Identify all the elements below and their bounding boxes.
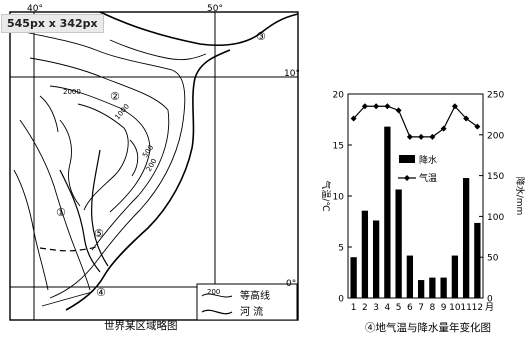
month-tick-label: 3 bbox=[373, 303, 379, 313]
temp-point bbox=[474, 123, 481, 130]
right-tick-label: 100 bbox=[487, 213, 504, 223]
coastline-east bbox=[65, 49, 231, 311]
lat-label-0: 0° bbox=[286, 279, 296, 289]
precip-bar bbox=[417, 280, 425, 298]
right-tick-label: 0 bbox=[487, 295, 493, 305]
contour-label-1000: 1000 bbox=[113, 102, 131, 121]
precip-bar bbox=[429, 277, 436, 298]
temp-point bbox=[361, 103, 368, 110]
contour-label-2000: 2000 bbox=[63, 88, 81, 96]
region-map: 40° 50° 10° 0° 2000 1000 500 200 ① ② ③ ④… bbox=[1, 4, 300, 332]
precip-bar bbox=[350, 257, 357, 298]
marker-3: ③ bbox=[256, 30, 266, 43]
month-tick-label: 7 bbox=[418, 303, 424, 313]
precip-bar bbox=[462, 178, 470, 298]
lon-label-50: 50° bbox=[207, 4, 223, 14]
temp-point bbox=[384, 103, 391, 110]
right-tick-label: 150 bbox=[487, 172, 504, 182]
river-shebelle bbox=[59, 169, 101, 273]
temp-polyline bbox=[353, 105, 478, 138]
map-legend-box bbox=[196, 283, 298, 321]
rivers bbox=[39, 149, 109, 273]
precip-bar bbox=[361, 210, 369, 298]
map-frame bbox=[9, 11, 299, 321]
precip-bar bbox=[372, 220, 380, 298]
legend-temp-marker bbox=[404, 175, 410, 181]
legend-contour-sample: 200 bbox=[207, 288, 220, 296]
precip-bars bbox=[350, 126, 481, 298]
legend-contour-label: 等高线 bbox=[240, 289, 270, 302]
x-unit-label: 月 bbox=[485, 302, 494, 313]
temp-point bbox=[373, 103, 380, 110]
precip-bar bbox=[395, 189, 402, 298]
climate-chart: 0 5 10 15 20 0 50 100 150 200 250 1 2 3 4 5 6 7 8 9 10 11 12 月气… bbox=[305, 0, 528, 340]
left-tick-label: 15 bbox=[333, 142, 344, 152]
marker-5: ⑤ bbox=[94, 227, 104, 240]
month-tick-label: 1 bbox=[351, 303, 357, 313]
month-tick-label: 6 bbox=[407, 303, 413, 313]
marker-1: ① bbox=[56, 206, 66, 219]
legend-contour-swatch bbox=[201, 293, 233, 298]
left-tick-label: 20 bbox=[333, 91, 345, 101]
legend-river-label: 河 流 bbox=[240, 305, 263, 318]
temp-point bbox=[418, 133, 425, 140]
left-tick-label: 5 bbox=[338, 244, 344, 254]
precip-bar bbox=[406, 255, 414, 298]
month-tick-label: 10 bbox=[449, 303, 461, 313]
region-map-svg: 40° 50° 10° 0° 2000 1000 500 200 ① ② ③ ④… bbox=[9, 4, 300, 321]
legend-river-swatch bbox=[201, 309, 233, 315]
precip-bar bbox=[440, 277, 447, 298]
contour-label-500: 500 bbox=[141, 144, 155, 160]
right-tick-label: 200 bbox=[487, 131, 504, 141]
temp-point bbox=[429, 133, 436, 140]
temp-line bbox=[350, 103, 481, 140]
chart-title: ④地气温与降水量年变化图 bbox=[365, 322, 491, 334]
plot-frame bbox=[347, 93, 484, 299]
month-tick-label: 11 bbox=[460, 303, 471, 313]
coastline-north bbox=[99, 11, 299, 47]
month-tick-label: 8 bbox=[430, 303, 436, 313]
month-tick-label: 9 bbox=[441, 303, 447, 313]
temp-point bbox=[440, 125, 447, 132]
y-left-title: 气温/℃ bbox=[320, 180, 332, 211]
precip-bar bbox=[451, 255, 459, 298]
marker-2: ② bbox=[110, 90, 120, 103]
lat-label-10: 10° bbox=[284, 69, 300, 79]
legend-precip-swatch bbox=[399, 155, 415, 163]
temp-point bbox=[406, 133, 413, 140]
river-juba bbox=[91, 149, 109, 267]
temp-point bbox=[463, 115, 470, 122]
marker-4: ④ bbox=[96, 286, 106, 299]
left-tick-label: 10 bbox=[333, 193, 345, 203]
map-title: 世界某区域略图 bbox=[104, 320, 178, 332]
chart-axes bbox=[347, 93, 484, 299]
precip-bar bbox=[384, 126, 391, 298]
lon-label-40: 40° bbox=[27, 4, 43, 14]
contour-lines bbox=[13, 29, 207, 299]
month-tick-label: 5 bbox=[396, 303, 402, 313]
y-right-title: 降水/mm bbox=[514, 177, 526, 216]
legend-precip-label: 降水 bbox=[419, 154, 437, 166]
month-tick-label: 2 bbox=[362, 303, 368, 313]
month-tick-label: 4 bbox=[385, 303, 391, 313]
legend-temp-label: 气温 bbox=[419, 172, 437, 184]
marker-4-leader bbox=[41, 291, 93, 307]
size-badge: 545px x 342px bbox=[1, 14, 104, 33]
precip-bar bbox=[474, 222, 481, 298]
right-tick-label: 50 bbox=[487, 254, 499, 264]
temp-point bbox=[451, 103, 458, 110]
month-tick-label: 12 bbox=[472, 303, 483, 313]
temp-point bbox=[350, 115, 357, 122]
temp-point bbox=[395, 107, 402, 114]
left-tick-label: 0 bbox=[338, 295, 344, 305]
right-tick-label: 250 bbox=[487, 91, 504, 101]
river-intermittent bbox=[39, 245, 99, 252]
